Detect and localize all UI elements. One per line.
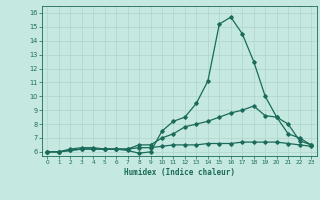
X-axis label: Humidex (Indice chaleur): Humidex (Indice chaleur) [124, 168, 235, 177]
